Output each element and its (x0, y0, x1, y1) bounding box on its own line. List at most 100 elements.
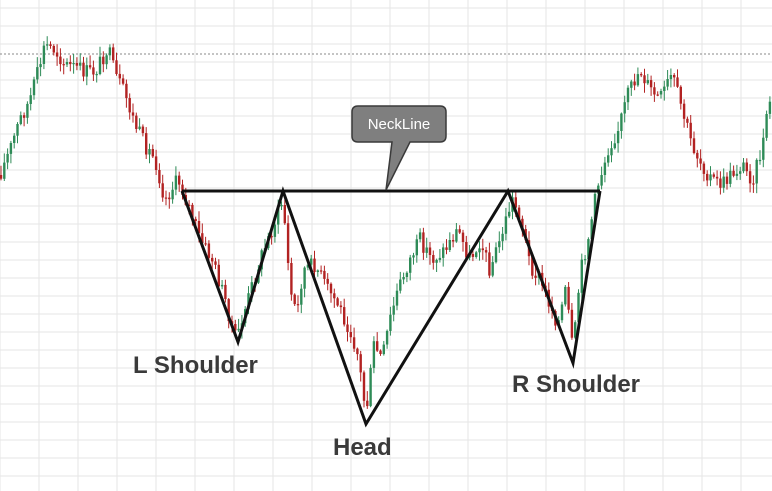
candle (55, 44, 59, 66)
candle-body (458, 229, 461, 233)
candle (343, 298, 346, 327)
candle-body (55, 52, 59, 57)
candle (0, 165, 3, 181)
candle (329, 282, 333, 303)
candle-body (729, 170, 732, 184)
candle (461, 229, 465, 252)
candle-body (329, 283, 333, 294)
candle-body (115, 60, 118, 74)
candle (220, 280, 224, 290)
candle-body (125, 83, 128, 99)
candle (442, 243, 445, 267)
candlestick-series (0, 36, 772, 409)
candle-body (217, 264, 220, 287)
candle (359, 350, 362, 382)
candle (438, 249, 442, 263)
candle-body (171, 189, 174, 200)
candle-body (310, 258, 313, 265)
candle (620, 112, 623, 139)
candle (118, 64, 121, 85)
candle-body (168, 197, 171, 200)
candle-body (69, 62, 72, 65)
candle (211, 253, 214, 270)
candle (732, 165, 735, 178)
candle-body (428, 247, 432, 255)
candle-body (293, 294, 296, 305)
candle (293, 293, 296, 306)
candle-body (174, 175, 178, 190)
candle (748, 164, 752, 193)
candle-body (435, 259, 438, 263)
pattern-zigzag-line (180, 186, 602, 428)
neckline-label: NeckLine (368, 116, 431, 133)
candle (323, 265, 326, 285)
candle (491, 256, 494, 278)
candle (488, 242, 491, 279)
candle (402, 272, 405, 285)
candle (659, 88, 663, 99)
candle (580, 253, 583, 301)
candle-body (742, 162, 745, 172)
candle (204, 236, 207, 247)
candle (22, 112, 26, 127)
candle (29, 87, 32, 111)
candle-body (273, 224, 277, 237)
candle-body (108, 47, 112, 56)
candle-body (135, 115, 138, 129)
candle-body (689, 122, 692, 139)
candle-body (382, 344, 385, 355)
candle (168, 192, 171, 209)
candle-body (739, 171, 742, 174)
candle-body (52, 46, 55, 53)
candle (722, 168, 725, 193)
candle (679, 85, 682, 110)
candle (36, 57, 39, 84)
candle (412, 252, 415, 265)
candle (765, 110, 768, 141)
candle-body (484, 250, 488, 253)
candle-body (607, 155, 610, 163)
candle-body (593, 193, 597, 220)
candle-body (366, 400, 369, 407)
candle (161, 174, 164, 202)
candle (174, 166, 178, 196)
candle (9, 140, 13, 164)
candle (333, 288, 336, 308)
candle-body (339, 305, 343, 308)
candle (600, 166, 603, 190)
candle-body (62, 64, 65, 66)
candle-body (336, 298, 339, 306)
candle-body (656, 94, 659, 96)
candle (475, 250, 478, 259)
candle (418, 228, 422, 243)
candle-body (732, 170, 735, 176)
candle-body (376, 341, 379, 351)
candle-body (59, 56, 62, 65)
candle-body (392, 305, 395, 315)
candle (389, 306, 392, 336)
candle-body (204, 243, 207, 245)
candle-body (673, 75, 676, 78)
candle-body (161, 183, 164, 198)
candle (643, 68, 646, 93)
candle (702, 161, 706, 182)
candle-body (653, 87, 656, 95)
candle (6, 148, 9, 170)
candle-body (379, 350, 382, 354)
candle (745, 158, 748, 176)
candle (148, 143, 151, 164)
candle (504, 207, 508, 241)
candle-body (300, 288, 303, 305)
candle (42, 41, 46, 70)
candle-body (138, 126, 141, 129)
candle-body (623, 102, 626, 114)
candle (115, 52, 118, 76)
candle-body (399, 279, 402, 291)
candle (501, 227, 504, 251)
candle (145, 127, 148, 159)
candle (13, 133, 16, 149)
candle-body (461, 232, 465, 242)
candle (758, 150, 762, 165)
